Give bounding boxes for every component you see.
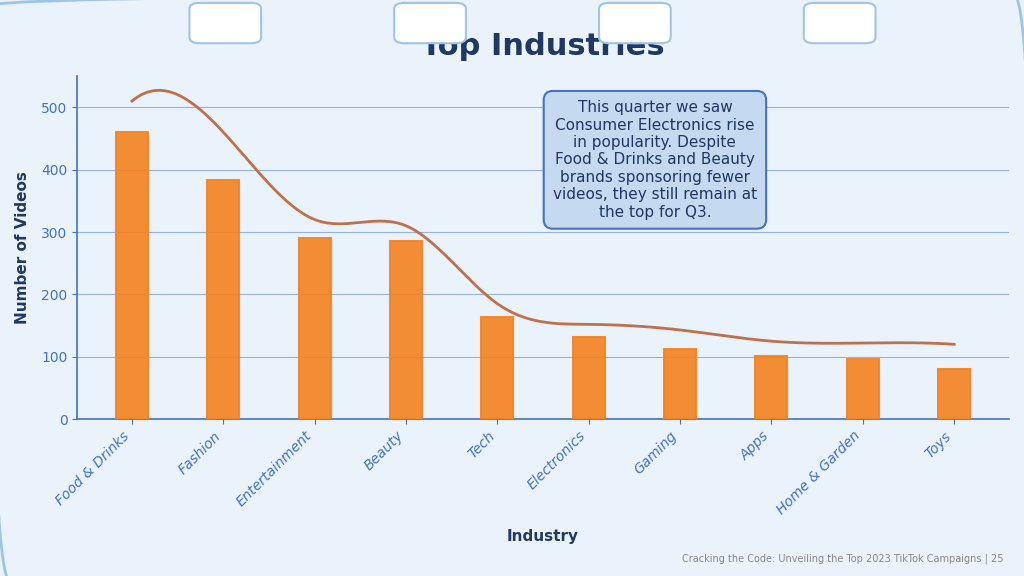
Bar: [847, 359, 879, 419]
Bar: [572, 337, 605, 419]
Y-axis label: Number of Videos: Number of Videos: [15, 171, 30, 324]
Text: This quarter we saw
Consumer Electronics rise
in popularity. Despite
Food & Drin: This quarter we saw Consumer Electronics…: [553, 100, 757, 219]
Bar: [299, 238, 331, 419]
Bar: [481, 317, 513, 419]
Bar: [208, 180, 240, 419]
Bar: [116, 132, 148, 419]
Text: Cracking the Code: Unveiling the Top 2023 TikTok Campaigns | 25: Cracking the Code: Unveiling the Top 202…: [682, 554, 1004, 564]
X-axis label: Industry: Industry: [507, 529, 580, 544]
Title: Top Industries: Top Industries: [421, 32, 665, 61]
Bar: [938, 369, 970, 419]
Bar: [756, 355, 787, 419]
Bar: [390, 241, 422, 419]
Bar: [665, 348, 696, 419]
